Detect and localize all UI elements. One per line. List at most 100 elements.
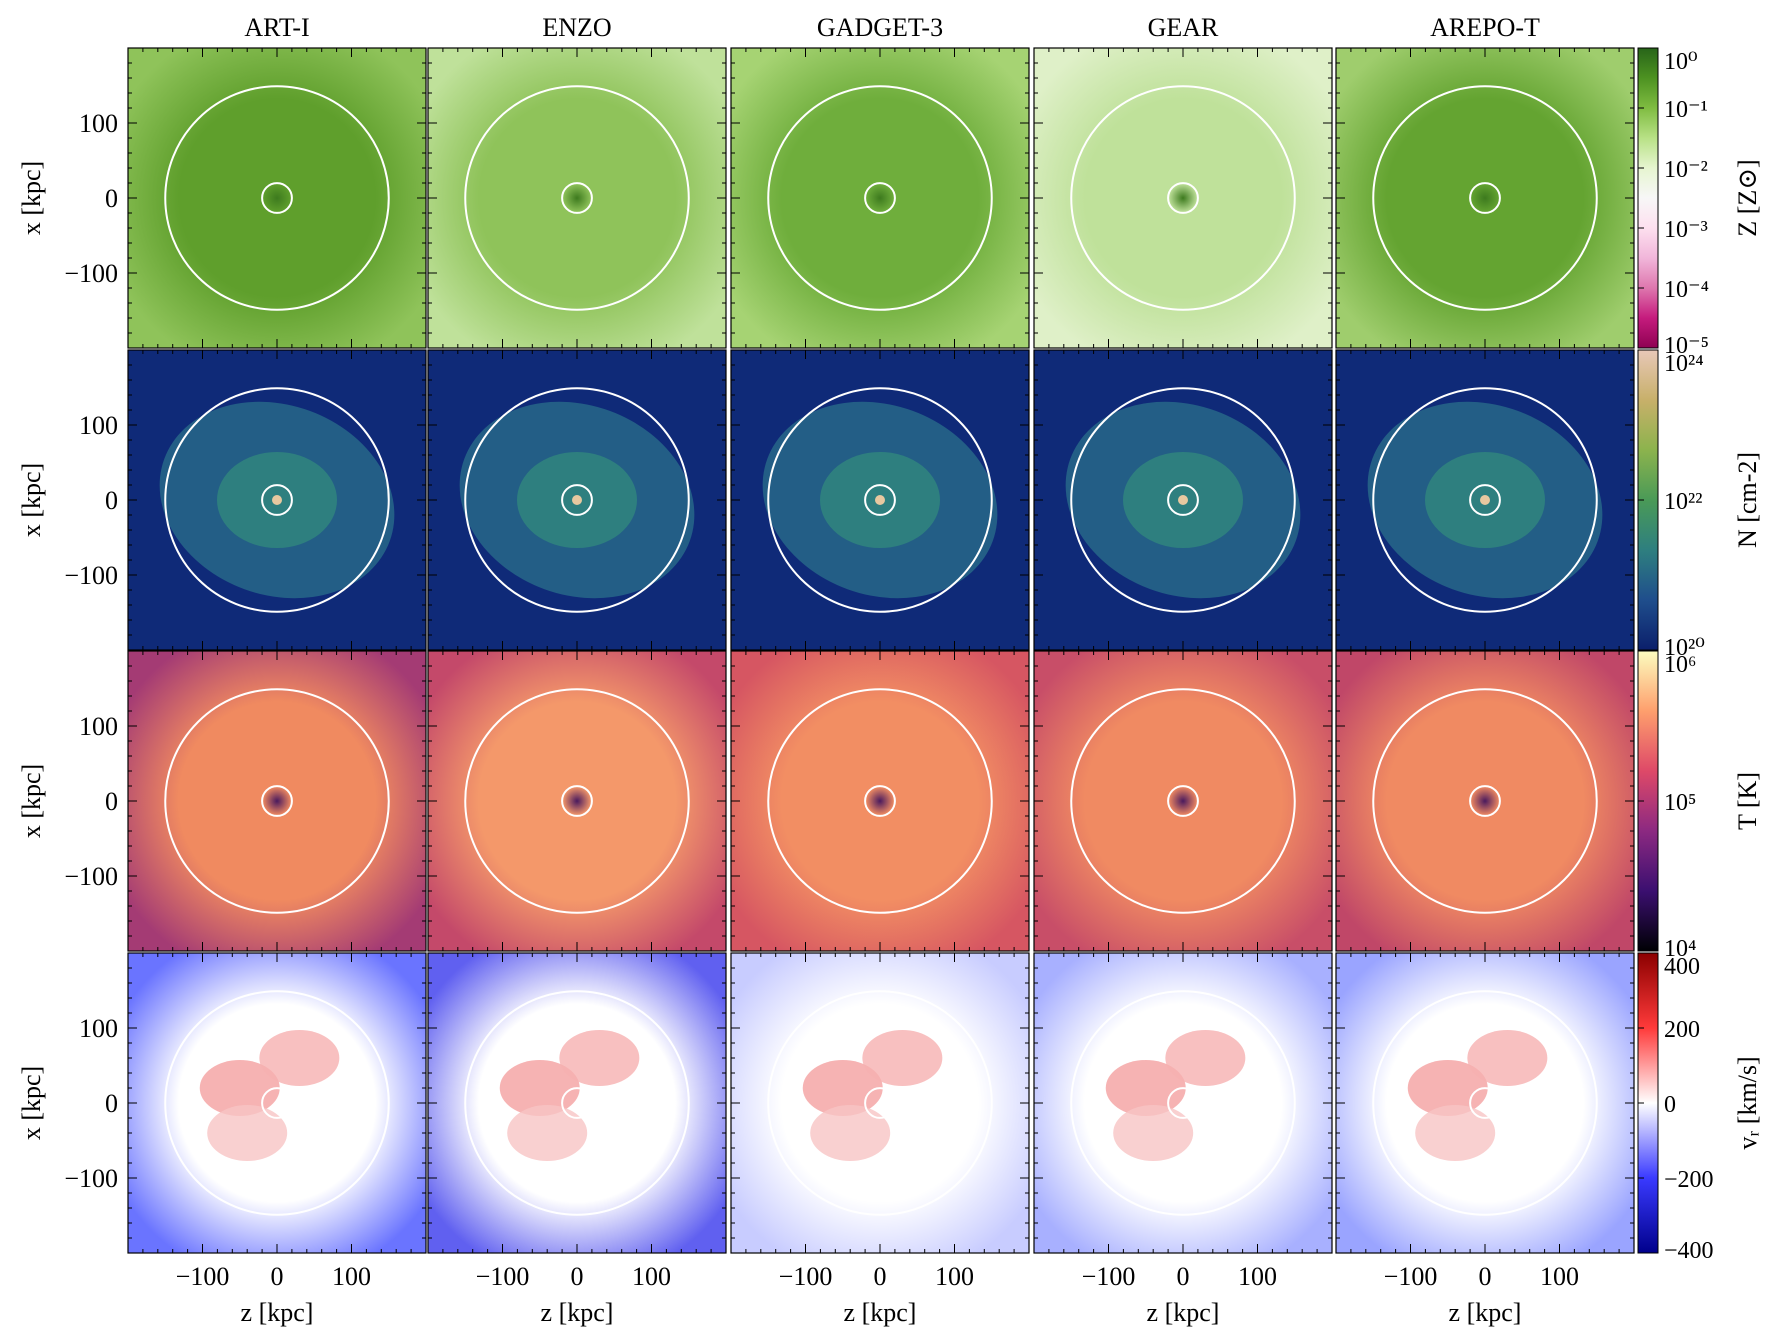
radius-circle: [1372, 688, 1598, 914]
heatmap-field: [1336, 48, 1634, 348]
panel-column-density-gadget-3: [730, 349, 1030, 651]
y-tick-label: 100: [79, 712, 118, 741]
radius-circle: [561, 182, 593, 214]
y-tick-label: 100: [79, 109, 118, 138]
panel-ticks: [1033, 47, 1333, 349]
panel-metallicity-art-i: [127, 47, 427, 349]
radius-circle: [1469, 1087, 1501, 1119]
colorbar-tick-label: −200: [1664, 1167, 1714, 1193]
radius-circle: [464, 990, 690, 1216]
column-title: GEAR: [1148, 13, 1219, 42]
panel-temperature-enzo: [427, 650, 727, 952]
panel-ticks: [1335, 952, 1635, 1254]
y-tick-label: 100: [79, 1014, 118, 1043]
colorbar-tick-label: 10⁻⁵: [1664, 333, 1709, 359]
x-tick-label: 100: [632, 1262, 671, 1291]
panel-temperature-arepo-t: [1335, 650, 1635, 952]
y-tick-label: −100: [64, 561, 118, 590]
panel-metallicity-gadget-3: [730, 47, 1030, 349]
panel-ticks: [730, 47, 1030, 349]
outflow-lobe: [862, 1030, 943, 1086]
heatmap-field: [731, 48, 1029, 348]
panel-ticks: [1335, 650, 1635, 952]
y-axis-label: x [kpc]: [17, 1066, 46, 1140]
panel-metallicity-enzo: [427, 47, 727, 349]
colorbar-tick-label: 10²⁰: [1664, 635, 1705, 661]
radius-circle: [1167, 785, 1199, 817]
panel-column-density-arepo-t: [1335, 349, 1635, 651]
radius-circle: [767, 85, 993, 311]
outflow-lobe: [259, 1030, 340, 1086]
y-tick-label: 0: [105, 184, 118, 213]
y-axis-label: x [kpc]: [17, 463, 46, 537]
panel-metallicity-gear: [1033, 47, 1333, 349]
panel-temperature-gear: [1033, 650, 1333, 952]
panel-column-density-gear: [1033, 349, 1333, 651]
colorbar-temperature: 10⁶ 10⁵ 10⁴ T [K]: [1637, 650, 1762, 962]
panel-ticks: [730, 650, 1030, 952]
y-axis-label: x [kpc]: [17, 161, 46, 235]
gas-core: [1480, 495, 1490, 505]
gas-core: [572, 495, 582, 505]
x-axis-label: z [kpc]: [241, 1298, 314, 1327]
radius-circle: [561, 785, 593, 817]
y-tick-label: −100: [64, 862, 118, 891]
y-tick-label: 0: [105, 787, 118, 816]
panel-ticks: [1033, 952, 1333, 1254]
colorbar-column-density: 10²⁴ 10²² 10²⁰ N [cm-2]: [1637, 349, 1762, 661]
radius-circle: [1167, 484, 1199, 516]
colorbar-label: vᵣ [km/s]: [1733, 1056, 1762, 1149]
colorbar-gradient: [1637, 47, 1659, 349]
radius-circle: [767, 688, 993, 914]
outflow-lobe: [199, 1060, 280, 1116]
outflow-lobe: [499, 1060, 580, 1116]
colorbar-label: N [cm-2]: [1733, 452, 1762, 548]
panel-ticks: [730, 952, 1030, 1254]
radius-circle: [1372, 990, 1598, 1216]
gas-core: [272, 495, 282, 505]
panel-ticks: [427, 349, 727, 651]
colorbar-metallicity: 10⁰ 10⁻¹ 10⁻² 10⁻³ 10⁻⁴ 10⁻⁵ Z [Z⊙]: [1637, 47, 1762, 359]
radius-circle: [464, 85, 690, 311]
radius-circle: [464, 688, 690, 914]
heatmap-field: [1336, 953, 1634, 1253]
radius-circle: [864, 182, 896, 214]
x-tick-label: 0: [1479, 1262, 1492, 1291]
radius-circle: [1469, 182, 1501, 214]
colorbar-tick-label: 0: [1664, 1092, 1676, 1118]
colorbar-tick-label: −400: [1664, 1238, 1714, 1264]
gas-core: [875, 495, 885, 505]
panel-ticks: [1335, 349, 1635, 651]
radius-circle: [864, 785, 896, 817]
heatmap-field: [128, 651, 426, 951]
x-tick-label: −100: [476, 1262, 530, 1291]
heatmap-field: [428, 953, 726, 1253]
panel-radial-velocity-enzo: [427, 952, 727, 1254]
outflow-lobe: [207, 1105, 288, 1161]
radius-circle: [164, 85, 390, 311]
radius-circle: [261, 1087, 293, 1119]
colorbar-label: Z [Z⊙]: [1733, 159, 1762, 236]
radius-circle: [767, 387, 993, 613]
outflow-lobe: [1113, 1105, 1194, 1161]
colorbar-tick-label: 10²²: [1664, 489, 1702, 515]
colorbar-tick-label: 10⁻⁴: [1664, 277, 1709, 303]
y-axis-label: x [kpc]: [17, 764, 46, 838]
outflow-lobe: [1165, 1030, 1246, 1086]
column-title: ENZO: [542, 13, 611, 42]
panel-ticks: [1033, 650, 1333, 952]
colorbar-tick-label: 10⁻²: [1664, 157, 1708, 183]
outflow-lobe: [1467, 1030, 1548, 1086]
colorbar-tick-label: 10⁴: [1664, 936, 1696, 962]
panel-ticks: [427, 650, 727, 952]
colorbar-label: T [K]: [1733, 772, 1762, 830]
colorbar-tick-label: 10⁵: [1664, 790, 1696, 816]
radius-circle: [261, 484, 293, 516]
radius-circle: [164, 990, 390, 1216]
x-axis-label: z [kpc]: [844, 1298, 917, 1327]
x-tick-label: −100: [779, 1262, 833, 1291]
outflow-lobe: [559, 1030, 640, 1086]
x-tick-label: 100: [332, 1262, 371, 1291]
